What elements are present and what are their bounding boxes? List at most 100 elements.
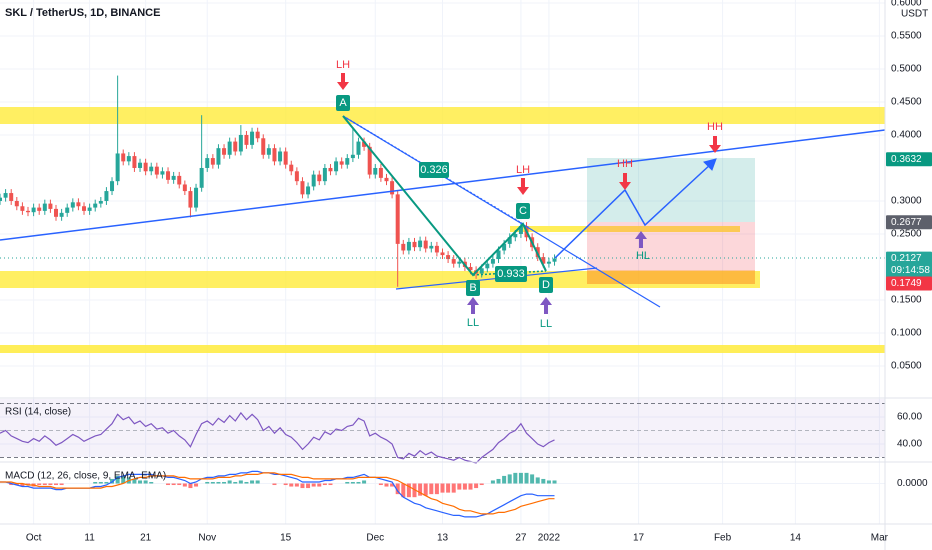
candle-body xyxy=(250,131,255,145)
candle-body xyxy=(546,261,551,264)
candle-body xyxy=(485,263,490,269)
point-label: C xyxy=(519,205,527,217)
candle-body xyxy=(227,141,232,155)
candle-body xyxy=(216,148,221,165)
histogram-bar xyxy=(468,483,473,490)
price-tag-label: 0.3632 xyxy=(891,154,922,165)
candle-body xyxy=(378,167,383,178)
histogram-bar xyxy=(194,483,199,487)
histogram-bar xyxy=(210,481,215,484)
histogram-bar xyxy=(37,483,42,486)
histogram-bar xyxy=(149,481,154,484)
candle-body xyxy=(418,240,423,248)
candle-body xyxy=(76,202,81,207)
x-tick-label: Dec xyxy=(366,533,384,544)
histogram-bar xyxy=(121,475,126,484)
y-tick-label: 0.2500 xyxy=(891,229,922,240)
stop-zone xyxy=(587,270,755,284)
histogram-bar xyxy=(356,481,361,484)
x-tick-label: 11 xyxy=(84,533,95,544)
point-box xyxy=(539,277,553,293)
histogram-bar xyxy=(138,480,143,484)
candle-body xyxy=(412,241,417,248)
candle-body xyxy=(328,167,333,172)
candle-body xyxy=(373,167,378,175)
histogram-bar xyxy=(518,472,523,484)
target-box xyxy=(587,158,755,222)
histogram-bar xyxy=(423,483,428,496)
rsi-band xyxy=(0,399,885,457)
candle-body xyxy=(261,138,266,155)
x-tick-label: Mar xyxy=(871,533,889,544)
histogram-bar xyxy=(546,480,551,484)
candle-body xyxy=(502,243,507,251)
candle-body xyxy=(143,162,148,172)
swing-label: HL xyxy=(636,250,650,262)
annotations: LH A B LL C LH D LL HH HL HH 0.326 0.933 xyxy=(336,59,723,330)
candle-body xyxy=(244,134,249,145)
candle-body xyxy=(289,164,294,172)
candle-body xyxy=(87,207,92,211)
candle-body xyxy=(9,193,14,201)
candle-body xyxy=(507,237,512,244)
axes: Oct 11 21 Nov 15 Dec 13 27 2022 17 Feb 14 Mar 0.6000 0… xyxy=(5,0,932,544)
histogram-bar xyxy=(513,472,518,484)
histogram-bar xyxy=(205,481,210,484)
swing-label: HH xyxy=(707,121,723,133)
zone xyxy=(0,271,760,288)
ratio-label: 0.933 xyxy=(497,268,525,280)
histogram-bar xyxy=(42,483,47,486)
histogram-bar xyxy=(115,475,120,484)
histogram-bar xyxy=(166,483,171,486)
point-label: B xyxy=(469,282,476,294)
histogram-bar xyxy=(294,483,299,487)
candle-body xyxy=(126,156,131,162)
candle-body xyxy=(182,184,187,192)
histogram-bar xyxy=(188,483,193,489)
y-tick-label: 0.0500 xyxy=(891,361,922,372)
candle-body xyxy=(160,171,165,175)
histogram-bar xyxy=(378,483,383,486)
histogram-bar xyxy=(306,483,311,489)
candle-body xyxy=(451,259,456,264)
histogram-bar xyxy=(238,480,243,484)
histogram-bar xyxy=(502,475,507,484)
candle-body xyxy=(266,148,271,155)
plots xyxy=(0,75,557,518)
candle-body xyxy=(496,250,501,260)
candle-body xyxy=(356,141,361,155)
candle-body xyxy=(255,131,260,139)
histogram-bar xyxy=(59,483,64,486)
candle-body xyxy=(490,259,495,264)
histogram-bar xyxy=(401,483,406,498)
histogram-bar xyxy=(406,483,411,498)
candle-body xyxy=(300,181,305,195)
candle-body xyxy=(552,258,557,262)
zone xyxy=(0,345,885,353)
histogram-bar xyxy=(524,472,529,484)
histogram-bar xyxy=(132,478,137,484)
histogram-bar xyxy=(418,483,423,496)
point-box xyxy=(336,95,350,111)
histogram-bar xyxy=(227,480,232,484)
candle-body xyxy=(205,158,210,168)
marker-arrow xyxy=(709,136,721,153)
histogram-bar xyxy=(143,480,148,484)
histogram-bar xyxy=(451,483,456,493)
candle-body xyxy=(115,153,120,182)
candle-body xyxy=(440,252,445,256)
swing-label: HH xyxy=(617,158,633,170)
histogram-bar xyxy=(462,483,467,490)
trend-line xyxy=(0,129,886,241)
histogram-bar xyxy=(272,483,277,486)
candle-body xyxy=(384,177,389,182)
candle-body xyxy=(278,151,283,162)
x-tick-label: 14 xyxy=(790,533,802,544)
indicator-title: RSI (14, close) xyxy=(5,407,71,418)
y-tick-label: 0.5000 xyxy=(891,64,922,75)
candle-body xyxy=(317,174,322,182)
candle-body xyxy=(37,207,42,211)
candle-body xyxy=(20,206,25,211)
grid xyxy=(0,0,885,524)
candle-body xyxy=(362,141,367,147)
